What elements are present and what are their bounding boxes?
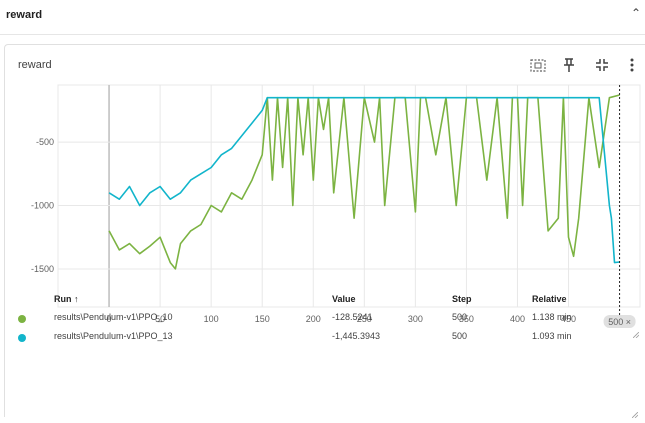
resize-handle-icon[interactable] — [632, 325, 640, 339]
more-vert-icon[interactable] — [622, 55, 642, 75]
line-chart[interactable]: 0 50 100 150 200 250 300 350 400 450 -500 -1000 -150… — [5, 45, 645, 335]
section-title: reward — [6, 9, 43, 21]
y-tick-label: -1000 — [31, 201, 54, 211]
resize-handle-icon[interactable] — [631, 405, 639, 419]
table-row: results\Pendulum-v1\PPO_10 -128.5241 500… — [18, 312, 638, 328]
run-step: 500 — [452, 331, 468, 341]
x-tick-label: 300 — [408, 314, 423, 324]
run-name: results\Pendulum-v1\PPO_13 — [54, 331, 173, 341]
step-column-header[interactable]: Step — [452, 294, 472, 304]
hover-step-badge — [603, 315, 636, 328]
chart-card: reward 0 50 100 150 200 250 300 350 400 450 -500 -1… — [4, 44, 645, 417]
x-tick-label: 200 — [306, 314, 321, 324]
card-title: reward — [18, 59, 52, 71]
plot-frame — [57, 84, 641, 308]
x-tick-label: 100 — [204, 314, 219, 324]
series-line-ppo-13 — [108, 96, 620, 264]
fit-domain-icon[interactable] — [528, 55, 548, 75]
run-relative: 1.138 min — [532, 312, 572, 322]
run-value: -128.5241 — [332, 312, 373, 322]
pin-icon[interactable] — [559, 55, 579, 75]
section-header: reward ⌃ — [0, 0, 645, 35]
value-column-header[interactable]: Value — [332, 294, 356, 304]
x-tick-label: 150 — [255, 314, 270, 324]
y-tick-label: -500 — [36, 137, 54, 147]
x-tick-label: 400 — [510, 314, 525, 324]
collapse-icon[interactable] — [592, 55, 612, 75]
series-color-dot — [18, 315, 26, 323]
x-tick-label: 250 — [357, 314, 372, 324]
x-tick-label: 350 — [459, 314, 474, 324]
table-row: results\Pendulum-v1\PPO_13 -1,445.3943 5… — [18, 331, 638, 347]
chevron-up-icon[interactable]: ⌃ — [630, 6, 642, 20]
run-step: 500 — [452, 312, 468, 322]
x-tick-label: 50 — [155, 314, 165, 324]
run-relative: 1.093 min — [532, 331, 572, 341]
series-color-dot — [18, 334, 26, 342]
table-header: Run ↑ Value Step Relative — [18, 294, 638, 310]
relative-column-header[interactable]: Relative — [532, 294, 567, 304]
hover-step-label: 500 × — [608, 317, 631, 327]
x-tick-label: 0 — [107, 314, 112, 324]
run-name: results\Pendulum-v1\PPO_10 — [54, 312, 173, 322]
run-value: -1,445.3943 — [332, 331, 381, 341]
y-tick-label: -1500 — [31, 264, 54, 274]
x-tick-label: 450 — [561, 314, 576, 324]
run-column-header[interactable]: Run ↑ — [54, 294, 79, 304]
